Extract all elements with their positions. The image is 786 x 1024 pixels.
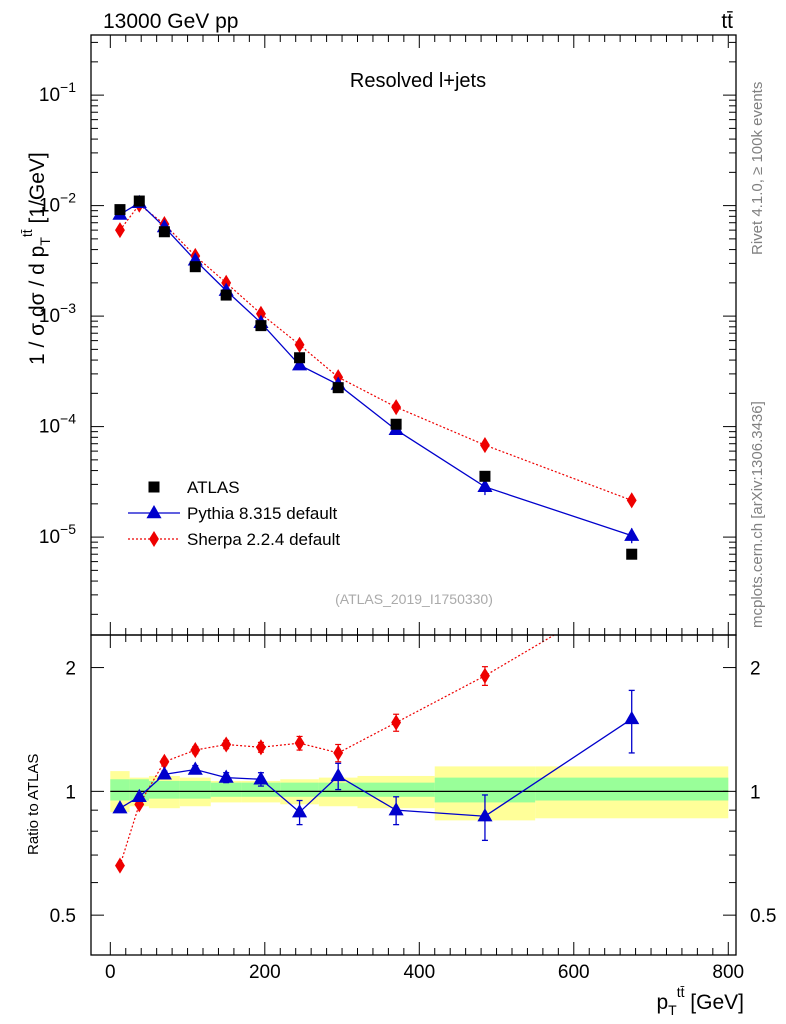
sherpa-point xyxy=(391,399,402,416)
atlas-point xyxy=(479,470,491,482)
x-tick-label: 200 xyxy=(249,962,281,983)
ratio-panel: 0 200 400 600 800 0.5 0.5 1 1 2 2 Ratio to ATLAS xyxy=(25,581,776,983)
legend-label: Sherpa 2.2.4 default xyxy=(187,530,340,549)
atlas-point xyxy=(114,204,126,216)
atlas-point xyxy=(133,195,145,207)
legend: ATLAS Pythia 8.315 default Sherpa 2.2.4 de… xyxy=(128,478,340,549)
y-tick-label-right: 0.5 xyxy=(750,906,776,927)
sherpa-ratio-line xyxy=(119,635,556,866)
y-tick-label: 10−3 xyxy=(39,300,76,327)
sherpa-point xyxy=(294,336,305,353)
main-panel: 10−5 10−4 10−3 10−2 10−1 Resolved l+jets (AT… xyxy=(19,34,737,636)
main-axis-ticks: 10−5 10−4 10−3 10−2 10−1 xyxy=(39,35,736,635)
sherpa-ratio-point xyxy=(294,735,305,752)
uncertainty-band-inner xyxy=(357,782,435,797)
sherpa-ratio-point xyxy=(159,753,170,770)
atlas-point xyxy=(390,418,402,430)
sherpa-ratio-point xyxy=(256,739,266,756)
pythia-ratio-point xyxy=(112,800,128,814)
y-tick-label: 10−1 xyxy=(39,79,76,106)
y-tick-label: 10−5 xyxy=(39,521,76,548)
pythia-ratio-point xyxy=(156,766,172,780)
legend-atlas-marker xyxy=(148,481,160,493)
pythia-ratio-point xyxy=(292,804,308,818)
y-tick-label: 1 xyxy=(65,782,76,803)
atlas-point xyxy=(255,320,267,332)
uncertainty-band-inner xyxy=(280,782,319,797)
uncertainty-band-inner xyxy=(535,777,729,801)
pythia-ratio-point xyxy=(330,767,346,782)
atlas-point xyxy=(626,548,638,560)
legend-label: ATLAS xyxy=(187,478,240,497)
uncertainty-band-inner xyxy=(210,782,242,797)
sherpa-ratio-point xyxy=(480,667,490,684)
ratio-y-axis-label: Ratio to ATLAS xyxy=(25,754,42,855)
legend-sherpa-marker xyxy=(149,530,159,548)
main-data-layer xyxy=(112,194,640,560)
pythia-ratio-point xyxy=(253,771,269,785)
sherpa-point xyxy=(480,437,490,454)
legend-pythia-marker xyxy=(146,504,162,519)
sherpa-ratio-point xyxy=(190,742,201,759)
y-tick-label: 2 xyxy=(65,659,76,680)
atlas-point xyxy=(294,352,306,364)
y-tick-label: 10−2 xyxy=(39,190,76,217)
sherpa-point xyxy=(626,492,637,509)
ratio-axis-ticks: 0 200 400 600 800 0.5 0.5 1 1 2 2 xyxy=(50,635,776,983)
analysis-id: (ATLAS_2019_I1750330) xyxy=(335,591,493,607)
ratio-data-layer xyxy=(110,581,729,874)
uncertainty-band-inner xyxy=(241,782,281,797)
uncertainty-band-inner xyxy=(179,780,211,799)
x-tick-label: 400 xyxy=(403,962,435,983)
pythia-ratio-point xyxy=(218,769,234,783)
y-tick-label: 0.5 xyxy=(50,906,76,927)
atlas-point xyxy=(189,261,201,273)
pythia-point xyxy=(292,357,308,371)
pythia-ratio-point xyxy=(624,710,640,725)
uncertainty-band-inner xyxy=(110,779,130,801)
main-y-axis-label: 1 / σ dσ / d pTtt̄ [1/GeV] xyxy=(19,152,53,365)
mcplots-reference-text: mcplots.cern.ch [arXiv:1306.3436] xyxy=(749,401,766,628)
x-tick-label: 800 xyxy=(712,962,744,983)
sherpa-ratio-point xyxy=(627,581,637,597)
sherpa-line xyxy=(119,203,632,501)
rivet-version-text: Rivet 4.1.0, ≥ 100k events xyxy=(749,82,766,255)
y-tick-label-right: 1 xyxy=(750,782,761,803)
sherpa-point xyxy=(115,222,125,239)
pythia-ratio-point xyxy=(477,808,493,822)
atlas-point xyxy=(332,382,344,394)
atlas-point xyxy=(158,226,170,238)
energy-label: 13000 GeV pp xyxy=(103,10,238,33)
y-tick-label-right: 2 xyxy=(750,659,761,680)
legend-label: Pythia 8.315 default xyxy=(187,504,338,523)
x-tick-label: 600 xyxy=(558,962,590,983)
atlas-point xyxy=(220,289,232,301)
pythia-ratio-point xyxy=(131,788,147,802)
analysis-title: Resolved l+jets xyxy=(350,70,486,92)
ratio-frame xyxy=(90,634,737,956)
sherpa-ratio-point xyxy=(115,857,125,874)
process-label: tt̄ xyxy=(721,10,733,33)
pythia-ratio-point xyxy=(187,761,203,775)
sherpa-ratio-point xyxy=(391,714,402,731)
sherpa-ratio-point xyxy=(221,736,232,753)
x-axis-label: pTtt̄ [GeV] xyxy=(656,984,744,1018)
pythia-ratio-point xyxy=(388,802,404,816)
sherpa-point xyxy=(256,305,266,322)
y-tick-label: 10−4 xyxy=(39,411,76,438)
uncertainty-band-inner xyxy=(148,780,180,799)
x-tick-label: 0 xyxy=(105,962,116,983)
sherpa-ratio-point xyxy=(333,744,344,761)
